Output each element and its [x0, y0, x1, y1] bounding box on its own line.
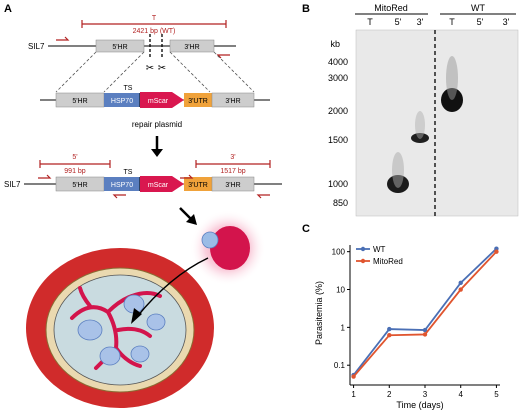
lane-label: T — [449, 17, 455, 27]
hr5-block-wt — [95, 39, 145, 53]
hr5-label-wt: 5'HR — [112, 44, 127, 51]
ts-label-integrated: TS — [124, 169, 133, 176]
y-tick-label: 1 — [341, 323, 346, 332]
marker-label: 4000 — [328, 57, 348, 67]
legend-label: WT — [373, 245, 386, 254]
x-tick-label: 2 — [387, 390, 392, 399]
wt-span-letter: T — [152, 15, 157, 22]
span-5-annotation: 5' 991 bp — [39, 154, 111, 175]
y-tick-label: 0.1 — [334, 361, 346, 370]
panel-c-label: C — [302, 223, 310, 235]
mscar-label-integrated: mScar — [148, 182, 169, 189]
wt-span-size: 2421 bp (WT) — [133, 28, 176, 35]
hsp70-label-plasmid: HSP70 — [111, 98, 133, 105]
span-3-annotation: 3' 1517 bp — [195, 154, 271, 175]
ts-label-plasmid: TS — [124, 85, 133, 92]
lane-label: 3' — [503, 17, 510, 27]
repair-plasmid-label: repair plasmid — [132, 120, 182, 129]
marker-labels: 4000 3000 2000 1500 1000 850 — [328, 57, 348, 208]
primer-arrow-icon — [112, 194, 126, 199]
span3-size: 1517 bp — [220, 168, 245, 175]
infected-rbc-illustration — [26, 248, 214, 408]
utr-label-plasmid: 3'UTR — [188, 98, 208, 105]
primer-arrow-icon — [216, 54, 230, 59]
group-mitored-label: MitoRed — [374, 3, 408, 13]
x-tick-label: 1 — [351, 390, 356, 399]
y-tick-label: 100 — [332, 248, 346, 257]
x-axis-label: Time (days) — [396, 400, 443, 410]
utr-label-integrated: 3'UTR — [188, 182, 208, 189]
lane-label: T — [367, 17, 373, 27]
repair-plasmid: 5'HR HSP70 TS mScar 3'UTR 3'HR repair pl… — [40, 85, 270, 129]
hsp70-label-integrated: HSP70 — [111, 182, 133, 189]
data-point-mitored — [494, 249, 499, 254]
homology-lines — [55, 51, 255, 93]
lane-label: 5' — [395, 17, 402, 27]
primer-arrow-icon — [256, 194, 270, 199]
mscar-label-plasmid: mScar — [148, 98, 169, 105]
primer-arrow-icon — [56, 36, 70, 41]
primer-arrow-icon — [180, 174, 194, 179]
data-point-wt — [422, 327, 428, 333]
y-axis-label: Parasitemia (%) — [314, 281, 324, 345]
primer-arrow-icon — [38, 174, 52, 179]
data-point-mitored — [351, 374, 356, 379]
hr3-block-wt — [169, 39, 215, 53]
hr3-label-wt: 3'HR — [184, 44, 199, 51]
data-point-mitored — [458, 287, 463, 292]
hr5-label-integrated: 5'HR — [72, 182, 87, 189]
span5-size: 991 bp — [64, 168, 86, 175]
panel-a-label: A — [4, 3, 12, 15]
data-point-mitored — [422, 332, 428, 337]
x-tick-label: 4 — [458, 390, 463, 399]
hr5-label-plasmid: 5'HR — [72, 98, 87, 105]
marker-label: 1000 — [328, 179, 348, 189]
hr3-label-integrated: 3'HR — [225, 182, 240, 189]
lane-labels: T 5' 3' T 5' 3' — [367, 17, 509, 27]
lane-label: 3' — [417, 17, 424, 27]
data-point-wt — [458, 280, 463, 286]
parasite-illustration — [190, 210, 266, 286]
gel-headers: MitoRed WT — [355, 3, 516, 15]
gel-bands — [387, 56, 463, 193]
diagonal-arrow-icon — [179, 207, 197, 225]
series-line-wt — [352, 248, 498, 376]
legend-label: MitoRed — [373, 257, 403, 266]
marker-label: 2000 — [328, 106, 348, 116]
data-point-wt — [387, 326, 392, 332]
group-wt-label: WT — [471, 3, 485, 13]
span5-letter: 5' — [72, 154, 77, 161]
marker-label: 850 — [333, 198, 348, 208]
gel-image — [355, 29, 519, 217]
marker-label: 1500 — [328, 135, 348, 145]
band-mitored-3 — [411, 133, 429, 143]
hr3-label-plasmid: 3'HR — [225, 98, 240, 105]
locus-label-wt: SIL7 — [28, 42, 45, 51]
x-tick-label: 3 — [423, 390, 428, 399]
lane-label: 5' — [477, 17, 484, 27]
marker-label: 3000 — [328, 73, 348, 83]
y-tick-label: 10 — [336, 286, 345, 295]
scissors-icon-right: ✂ — [158, 63, 166, 74]
locus-label-integrated: SIL7 — [4, 180, 21, 189]
panel-b-label: B — [302, 3, 310, 15]
wt-locus: SIL7 5'HR 3'HR ✂ ✂ — [28, 34, 236, 74]
down-arrow-icon — [151, 136, 163, 157]
kb-unit-label: kb — [330, 39, 340, 49]
data-point-mitored — [387, 333, 392, 338]
legend-marker — [360, 246, 366, 252]
wt-span-annotation: T 2421 bp (WT) — [81, 15, 227, 35]
span3-letter: 3' — [230, 154, 235, 161]
x-tick-label: 5 — [494, 390, 499, 399]
parasitemia-chart: Parasitemia (%) Time (days) 0.1 1 10 100 1 2 3… — [314, 245, 500, 410]
legend-marker — [360, 258, 366, 264]
scissors-icon-left: ✂ — [146, 63, 154, 74]
integrated-locus: SIL7 5'HR HSP70 TS mScar 3'UTR 3'HR — [4, 169, 282, 199]
